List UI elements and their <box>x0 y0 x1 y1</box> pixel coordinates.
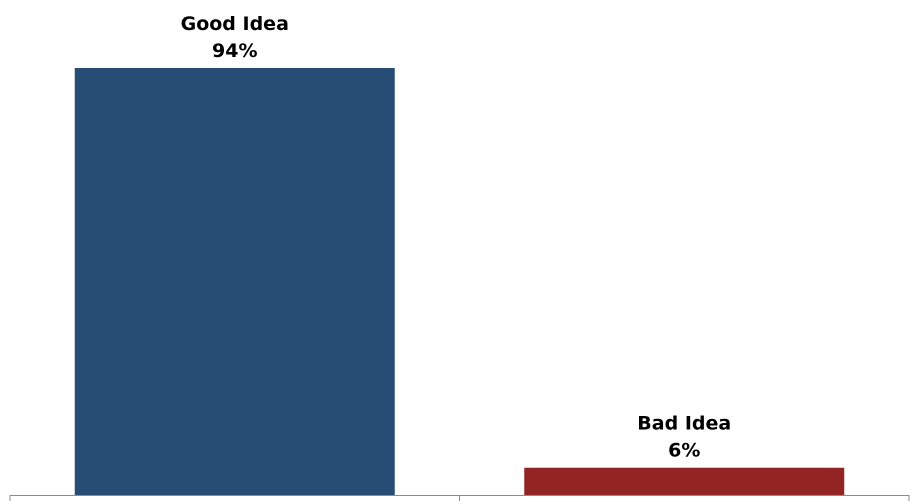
bar-bad-idea <box>524 467 845 495</box>
category-label: Good Idea <box>181 13 289 35</box>
data-label: 6% <box>668 440 700 462</box>
bar-good-idea <box>74 68 395 495</box>
data-label: 94% <box>212 40 257 62</box>
category-label: Bad Idea <box>637 413 731 435</box>
